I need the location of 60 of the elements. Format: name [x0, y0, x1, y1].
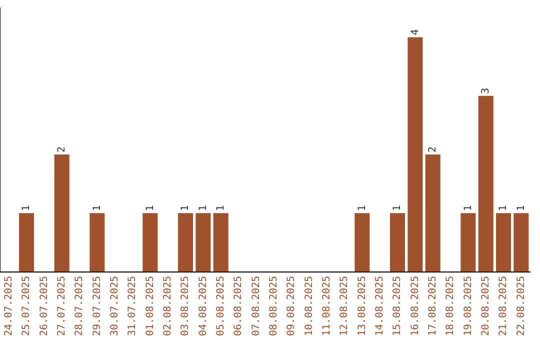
x-tick-label: 18.08.2025 [445, 276, 456, 336]
x-tick-label: 30.07.2025 [109, 276, 120, 336]
x-tick-label: 26.07.2025 [38, 276, 50, 336]
bar [18, 213, 34, 272]
x-tick-label: 08.08.2025 [268, 276, 280, 336]
x-tick-label: 04.08.2025 [198, 276, 209, 336]
bar [390, 213, 406, 272]
x-tick-label: 13.08.2025 [356, 276, 368, 336]
data-label: 1 [92, 205, 103, 212]
data-label: 4 [410, 29, 421, 36]
data-label: 2 [56, 146, 68, 153]
bar [354, 213, 370, 272]
data-label: 1 [516, 205, 527, 212]
bar [496, 213, 512, 272]
data-label: 1 [392, 205, 404, 212]
bar [54, 154, 70, 272]
x-tick-label: 09.08.2025 [286, 276, 298, 336]
data-label: 1 [198, 205, 209, 212]
data-label: 1 [462, 205, 474, 212]
bar [142, 213, 158, 272]
x-tick-label: 01.08.2025 [144, 276, 156, 336]
bar [90, 213, 105, 272]
x-tick-label: 16.08.2025 [410, 276, 421, 336]
bar [514, 213, 529, 272]
x-tick-label: 19.08.2025 [462, 276, 474, 336]
data-label: 1 [215, 205, 226, 212]
x-tick-label: 06.08.2025 [233, 276, 244, 336]
data-label: 2 [427, 146, 438, 153]
bar [178, 213, 194, 272]
data-label: 1 [356, 205, 368, 212]
bar [478, 96, 494, 272]
x-tick-label: 20.08.2025 [480, 276, 492, 336]
bar [460, 213, 476, 272]
x-tick-label: 17.08.2025 [427, 276, 438, 336]
x-tick-label: 07.08.2025 [250, 276, 262, 336]
x-tick-label: 15.08.2025 [392, 276, 404, 336]
x-tick-label: 29.07.2025 [92, 276, 103, 336]
bar [408, 37, 423, 272]
data-label: 1 [180, 205, 192, 212]
x-tick-label: 31.07.2025 [127, 276, 138, 336]
x-tick-label: 28.07.2025 [74, 276, 86, 336]
data-label: 3 [480, 88, 492, 94]
x-tick-label: 21.08.2025 [498, 276, 510, 336]
data-label: 1 [498, 205, 510, 212]
data-label: 1 [144, 205, 156, 212]
x-tick-label: 11.08.2025 [321, 276, 332, 336]
x-tick-label: 14.08.2025 [374, 276, 386, 336]
x-tick-label: 05.08.2025 [215, 276, 226, 336]
x-tick-label: 12.08.2025 [339, 276, 350, 336]
x-tick-label: 10.08.2025 [304, 276, 315, 336]
bar [425, 154, 440, 272]
x-tick-label: 25.07.2025 [21, 276, 32, 336]
x-tick-label: 03.08.2025 [180, 276, 192, 336]
x-tick-label: 02.08.2025 [162, 276, 174, 336]
x-tick-label: 24.07.2025 [3, 276, 14, 336]
bar [196, 213, 211, 272]
x-tick-label: 27.07.2025 [56, 276, 68, 336]
bar [213, 213, 228, 272]
x-tick-label: 22.08.2025 [516, 276, 527, 336]
data-label: 1 [21, 205, 32, 212]
